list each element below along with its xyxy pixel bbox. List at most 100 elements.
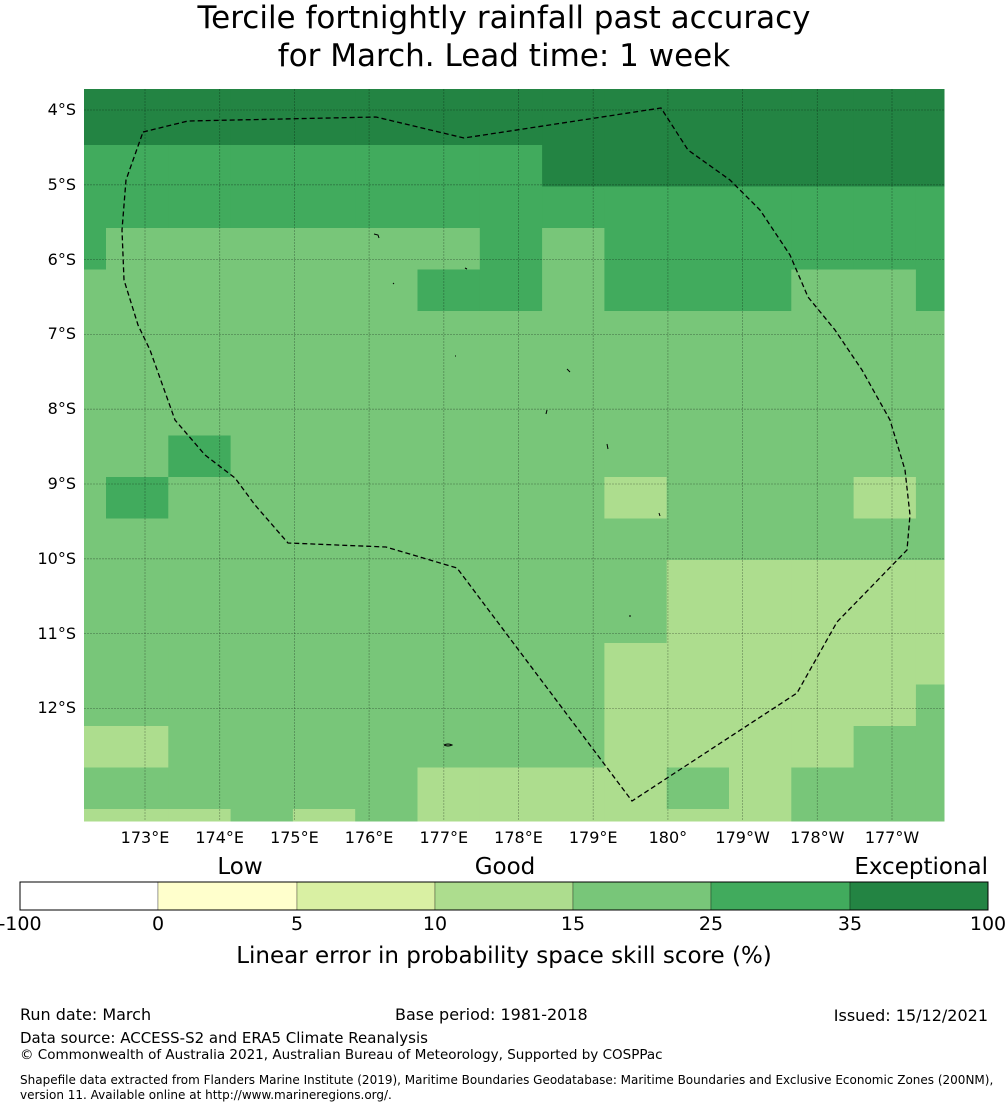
map-cell xyxy=(729,435,792,478)
map-cell xyxy=(666,809,730,822)
map-cell xyxy=(292,352,356,395)
map-cell xyxy=(791,352,855,395)
latitude-label: 5°S xyxy=(47,174,76,194)
map-cell xyxy=(168,809,232,822)
map-cell xyxy=(542,435,605,478)
colorbar-tick-label: 10 xyxy=(422,913,448,935)
map-cell xyxy=(791,560,855,602)
map-cell xyxy=(355,809,418,822)
map-cell xyxy=(168,145,232,187)
map-cell xyxy=(542,643,605,685)
map-cell xyxy=(915,518,945,561)
map-cell xyxy=(230,560,294,602)
map-cell xyxy=(168,186,232,229)
map-cell xyxy=(84,89,107,146)
map-cell xyxy=(417,435,481,478)
map-cell xyxy=(666,643,730,685)
map-cell xyxy=(84,352,107,395)
data-source: Data source: ACCESS-S2 and ERA5 Climate … xyxy=(20,1029,428,1047)
map-cell xyxy=(853,89,917,146)
map-cell xyxy=(479,560,543,602)
map-cell xyxy=(604,228,668,270)
issued-date: Issued: 15/12/2021 xyxy=(833,1006,988,1025)
map-cell xyxy=(666,477,730,519)
map-cell xyxy=(479,643,543,685)
map-cell xyxy=(915,228,945,270)
map-cell xyxy=(542,352,605,395)
longitude-label: 175°E xyxy=(270,828,319,847)
map-cell xyxy=(230,89,294,146)
map-cell xyxy=(729,186,792,229)
map-cell xyxy=(292,311,356,353)
map-cell xyxy=(542,518,605,561)
map-cell xyxy=(542,269,605,312)
map-cell xyxy=(292,601,356,644)
map-cell xyxy=(292,726,356,768)
map-cell xyxy=(915,477,945,519)
map-cell xyxy=(853,767,917,810)
map-cell xyxy=(853,684,917,727)
colorbar-label: Linear error in probability space skill … xyxy=(236,943,772,969)
map-cell xyxy=(292,767,356,810)
map-cell xyxy=(604,809,668,822)
map-cell xyxy=(230,809,294,822)
map-cell xyxy=(915,643,945,685)
map-cell xyxy=(729,684,792,727)
latitude-label: 8°S xyxy=(47,399,76,419)
map-cell xyxy=(666,145,730,187)
map-cell xyxy=(542,726,605,768)
map-cell xyxy=(479,726,543,768)
map-cell xyxy=(666,228,730,270)
map-cell xyxy=(84,809,107,822)
map-cell xyxy=(417,352,481,395)
map-cell xyxy=(106,269,169,312)
map-cell xyxy=(230,726,294,768)
copyright: © Commonwealth of Australia 2021, Austra… xyxy=(20,1047,663,1063)
map-cell xyxy=(915,145,945,187)
map-cell xyxy=(230,186,294,229)
map-cell xyxy=(915,352,945,395)
map-cell xyxy=(168,311,232,353)
colorbar-category-label: Good xyxy=(474,854,536,880)
map-cell xyxy=(230,311,294,353)
map-cell xyxy=(106,726,169,768)
map-cell xyxy=(915,435,945,478)
map-cell xyxy=(168,726,232,768)
map-cell xyxy=(417,477,481,519)
map-cell xyxy=(417,89,481,146)
map-cell xyxy=(479,809,543,822)
longitude-label: 173°E xyxy=(120,828,170,847)
map-cell xyxy=(106,394,169,436)
map-cell xyxy=(417,518,481,561)
map-cell xyxy=(791,145,855,187)
map-cell xyxy=(230,518,294,561)
map-cell xyxy=(479,228,543,270)
map-cell xyxy=(106,560,169,602)
map-cell xyxy=(106,643,169,685)
map-cell xyxy=(791,311,855,353)
colorbar-category-label: Low xyxy=(217,854,263,880)
title-line-1: Tercile fortnightly rainfall past accura… xyxy=(197,0,811,36)
map-cell xyxy=(604,145,668,187)
map-cell xyxy=(106,352,169,395)
map-cell xyxy=(666,726,730,768)
map-cell xyxy=(84,228,107,270)
longitude-label: 177°E xyxy=(419,828,469,847)
base-period: Base period: 1981-2018 xyxy=(395,1005,588,1024)
title-line-2: for March. Lead time: 1 week xyxy=(277,38,731,74)
colorbar-category-label: Exceptional xyxy=(854,854,988,880)
map-cell xyxy=(604,352,668,395)
map-cell xyxy=(915,186,945,229)
map-cell xyxy=(791,643,855,685)
colorbar-segment xyxy=(19,881,159,911)
map-cell xyxy=(666,89,730,146)
colorbar-segment xyxy=(434,881,574,911)
map-cell xyxy=(729,352,792,395)
map-cell xyxy=(84,394,107,436)
colorbar-tick-label: 0 xyxy=(151,913,165,935)
map-cell xyxy=(853,435,917,478)
map-cell xyxy=(479,601,543,644)
map-cell xyxy=(417,394,481,436)
colorbar-segment xyxy=(849,881,989,911)
